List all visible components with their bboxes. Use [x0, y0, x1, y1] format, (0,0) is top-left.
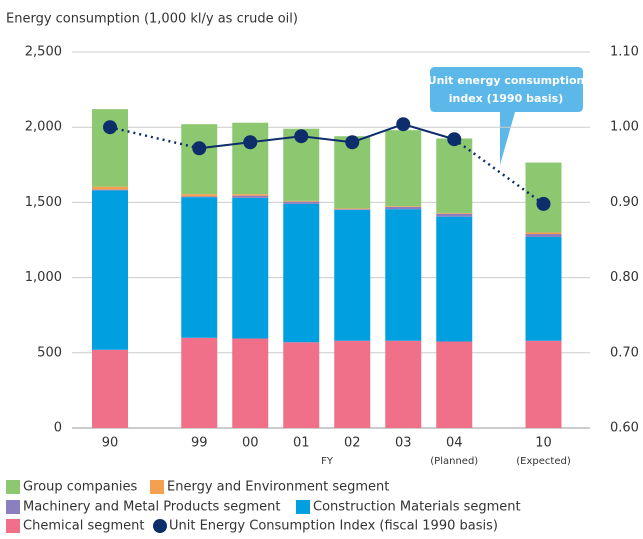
bar-segment: [232, 194, 269, 196]
x-tick-note: (Planned): [430, 456, 478, 467]
bar-segment: [181, 337, 218, 428]
bar-segment: [232, 122, 269, 195]
bar-segment: [181, 194, 218, 197]
bar-segment: [92, 349, 128, 428]
bar-segment: [181, 124, 218, 195]
y2-tick-label: 1.10: [610, 45, 639, 60]
x-tick-label: 01: [293, 436, 310, 451]
legend-label: Construction Materials segment: [313, 500, 521, 515]
bar-segment: [334, 209, 371, 210]
y-tick-label: 500: [37, 345, 62, 360]
bar-segment: [334, 209, 371, 341]
y2-tick-label: 0.60: [610, 421, 639, 436]
bar-segment: [232, 195, 269, 198]
bar-segment: [283, 342, 320, 428]
bar-segment: [232, 197, 269, 339]
y2-tick-label: 0.90: [610, 195, 639, 210]
bar-segment: [385, 209, 422, 341]
bar-segment: [436, 213, 473, 217]
bar-segment: [92, 186, 128, 190]
bar-segment: [385, 130, 422, 207]
index-point: [447, 132, 462, 147]
y-axis-title: Energy consumption (1,000 kl/y as crude …: [6, 12, 298, 27]
x-tick-label: 04: [446, 436, 463, 451]
x-tick-label: 10: [535, 436, 552, 451]
bar-segment: [283, 203, 320, 343]
bar-segment: [525, 233, 562, 237]
x-tick-note: (Expected): [516, 456, 571, 467]
bar-segment: [436, 212, 473, 214]
bar-segment: [334, 208, 371, 210]
bar-segment: [385, 206, 422, 207]
legend-label: Energy and Environment segment: [167, 480, 389, 495]
grid: [72, 51, 590, 429]
callout: Unit energy consumption index (1990 basi…: [428, 67, 585, 165]
y-tick-label: 0: [54, 421, 62, 436]
bar-segment: [283, 200, 320, 202]
index-line: [453, 138, 545, 205]
index-point: [396, 117, 411, 132]
x-tick-label: 00: [242, 436, 259, 451]
y-tick-label: 1,500: [25, 195, 62, 210]
index-point: [536, 196, 551, 211]
y2-tick-label: 1.00: [610, 120, 639, 135]
index-line: [199, 123, 455, 150]
bar-segment: [525, 236, 562, 341]
bar-segment: [232, 338, 269, 428]
y-tick-label: 1,000: [25, 270, 62, 285]
legend-label: Group companies: [23, 480, 138, 495]
callout-text: index (1990 basis): [449, 92, 564, 105]
bar-segment: [334, 340, 371, 428]
x-tick-label: 02: [344, 436, 361, 451]
index-point: [345, 135, 360, 150]
bar-segment: [436, 216, 473, 342]
x-tick-label: 03: [395, 436, 412, 451]
index-point: [192, 141, 207, 156]
legend-label: Unit Energy Consumption Index (fiscal 19…: [169, 519, 498, 534]
index-point: [294, 129, 309, 144]
index-point: [103, 120, 117, 135]
callout-bubble: [430, 67, 583, 165]
x-tick-label: 99: [191, 436, 208, 451]
legend-swatch: [6, 500, 20, 514]
bar-segment: [181, 197, 218, 338]
y2-tick-label: 0.80: [610, 270, 639, 285]
bar-segment: [283, 201, 320, 204]
legend-swatch: [6, 480, 20, 494]
x-tick-label: 90: [102, 436, 119, 451]
bar-segment: [436, 341, 473, 428]
x-axis-title: FY: [321, 456, 334, 467]
bar-segment: [181, 196, 218, 198]
legend-swatch: [6, 519, 20, 533]
legend-label: Chemical segment: [23, 519, 144, 534]
bar-segment: [385, 340, 422, 428]
legend-label: Machinery and Metal Products segment: [23, 500, 281, 515]
legend-swatch: [296, 500, 310, 514]
y-tick-label: 2,000: [25, 120, 62, 135]
bar-segment: [92, 189, 128, 191]
callout-text: Unit energy consumption: [428, 74, 585, 87]
bar-segment: [525, 232, 562, 234]
legend-swatch: [150, 480, 164, 494]
bar-segment: [525, 340, 562, 428]
index-point: [243, 135, 258, 150]
bar-segment: [92, 190, 128, 350]
bar-segment: [385, 206, 422, 210]
y2-tick-label: 0.70: [610, 345, 639, 360]
y-tick-label: 2,500: [25, 45, 62, 60]
bar-segment: [436, 138, 473, 213]
legend-marker: [153, 519, 167, 533]
